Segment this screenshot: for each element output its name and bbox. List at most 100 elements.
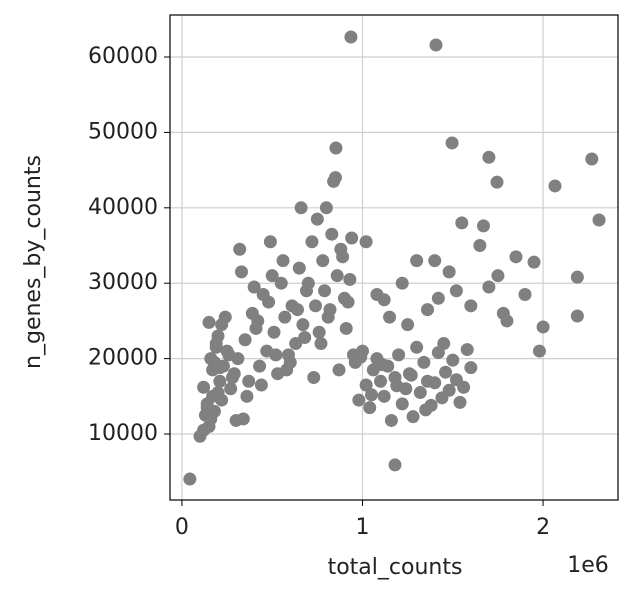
point bbox=[296, 318, 310, 332]
point bbox=[341, 295, 355, 309]
point bbox=[476, 219, 490, 233]
point bbox=[343, 272, 357, 286]
point bbox=[209, 340, 223, 354]
point bbox=[280, 363, 294, 377]
point bbox=[305, 235, 319, 249]
point bbox=[336, 250, 350, 264]
point bbox=[206, 389, 220, 403]
point bbox=[330, 269, 344, 283]
point bbox=[269, 348, 283, 362]
point bbox=[274, 276, 288, 290]
x-tick-label: 1 bbox=[355, 515, 369, 540]
point bbox=[319, 201, 333, 215]
point bbox=[518, 288, 532, 302]
point bbox=[318, 284, 332, 298]
y-axis-label: n_genes_by_counts bbox=[21, 155, 46, 369]
point bbox=[460, 343, 474, 357]
y-tick-label: 50000 bbox=[88, 119, 158, 144]
point bbox=[200, 401, 214, 415]
x-axis-label: total_counts bbox=[328, 555, 463, 580]
point bbox=[267, 325, 281, 339]
point bbox=[197, 380, 211, 394]
point bbox=[437, 337, 451, 351]
point bbox=[417, 355, 431, 369]
points bbox=[183, 30, 606, 486]
point bbox=[532, 344, 546, 358]
point bbox=[290, 303, 304, 317]
point bbox=[570, 309, 584, 323]
point bbox=[213, 374, 227, 388]
y-tick-label: 30000 bbox=[88, 270, 158, 295]
point bbox=[183, 472, 197, 486]
point bbox=[384, 413, 398, 427]
point bbox=[218, 310, 232, 324]
point bbox=[383, 310, 397, 324]
point bbox=[278, 310, 292, 324]
point bbox=[298, 331, 312, 345]
point bbox=[496, 306, 510, 320]
point bbox=[392, 348, 406, 362]
point bbox=[265, 269, 279, 283]
point bbox=[292, 261, 306, 275]
point bbox=[262, 295, 276, 309]
point bbox=[314, 337, 328, 351]
point bbox=[363, 401, 377, 415]
point bbox=[509, 250, 523, 264]
point bbox=[294, 201, 308, 215]
point bbox=[457, 380, 471, 394]
y-tick-label: 40000 bbox=[88, 195, 158, 220]
point bbox=[365, 388, 379, 402]
grid bbox=[170, 15, 618, 500]
x-offset-text: 1e6 bbox=[567, 553, 609, 578]
point bbox=[301, 276, 315, 290]
point bbox=[316, 254, 330, 268]
point bbox=[235, 265, 249, 279]
y-tick-label: 60000 bbox=[88, 44, 158, 69]
point bbox=[404, 368, 418, 382]
point bbox=[449, 284, 463, 298]
point bbox=[395, 397, 409, 411]
point bbox=[419, 403, 433, 417]
point bbox=[240, 389, 254, 403]
point bbox=[401, 318, 415, 332]
point bbox=[213, 361, 227, 375]
point bbox=[254, 378, 268, 392]
point bbox=[323, 303, 337, 317]
point bbox=[442, 265, 456, 279]
point bbox=[570, 270, 584, 284]
point bbox=[352, 393, 366, 407]
point bbox=[225, 370, 239, 384]
point bbox=[242, 374, 256, 388]
point bbox=[445, 136, 459, 150]
point bbox=[442, 383, 456, 397]
point bbox=[490, 175, 504, 189]
point bbox=[276, 254, 290, 268]
point bbox=[309, 299, 323, 313]
point bbox=[263, 235, 277, 249]
point bbox=[395, 276, 409, 290]
point bbox=[464, 361, 478, 375]
point bbox=[354, 350, 368, 364]
point bbox=[359, 235, 373, 249]
point bbox=[204, 412, 218, 426]
point bbox=[329, 141, 343, 155]
point bbox=[420, 303, 434, 317]
point bbox=[312, 325, 326, 339]
point bbox=[455, 216, 469, 230]
point bbox=[527, 255, 541, 269]
point bbox=[439, 365, 453, 379]
point bbox=[491, 269, 505, 283]
point bbox=[388, 458, 402, 472]
point bbox=[236, 412, 250, 426]
plot-frame bbox=[169, 14, 619, 501]
x-tick-label: 0 bbox=[175, 515, 189, 540]
point bbox=[453, 395, 467, 409]
point bbox=[339, 321, 353, 335]
point bbox=[231, 352, 245, 366]
point bbox=[482, 280, 496, 294]
point bbox=[247, 280, 261, 294]
point bbox=[310, 212, 324, 226]
point bbox=[328, 171, 342, 185]
point bbox=[211, 329, 225, 343]
point bbox=[464, 299, 478, 313]
